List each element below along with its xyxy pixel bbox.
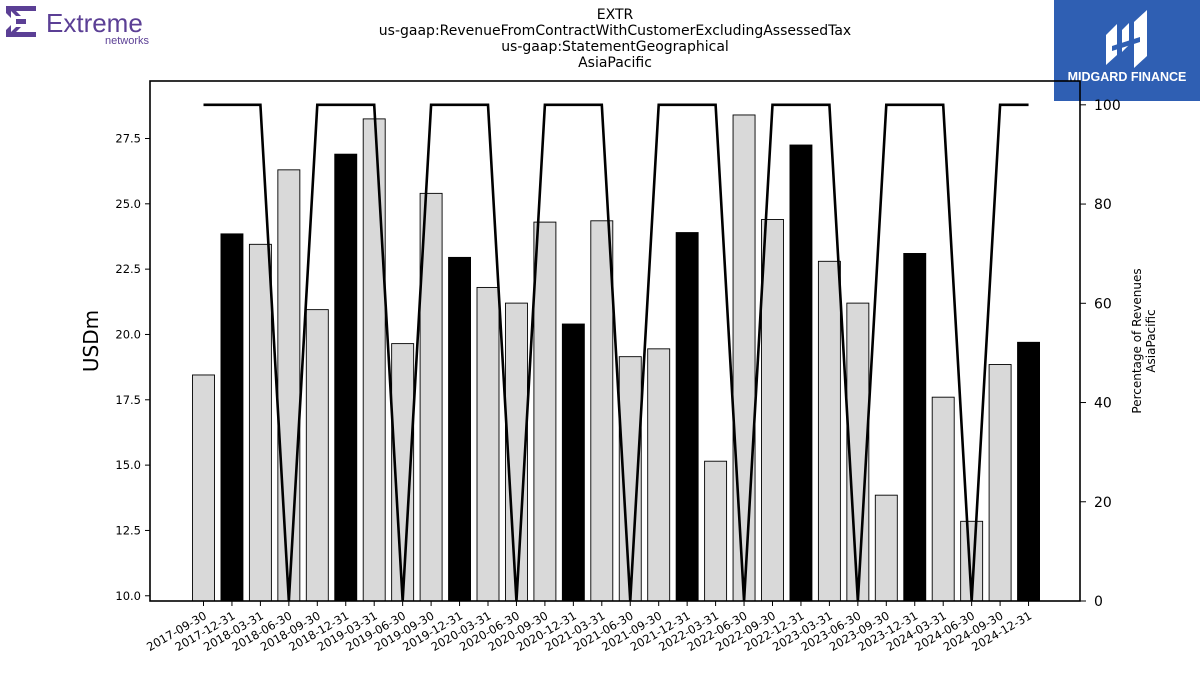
y-tick-label: 20.0 (115, 327, 141, 341)
bar-2021-09-30 (647, 348, 671, 602)
bar-2022-06-30 (732, 114, 756, 602)
bar-2019-03-31 (362, 118, 386, 602)
extreme-logo-wordmark: Extreme (46, 8, 143, 38)
title-line-segment: AsiaPacific (578, 55, 652, 71)
y2-axis-label-line: AsiaPacific (1144, 309, 1158, 372)
y2-tick-label: 60 (1094, 296, 1112, 312)
bar-2021-03-31 (590, 220, 614, 602)
bar-2022-09-30 (761, 219, 784, 602)
bar-2018-09-30 (305, 309, 329, 602)
bar-2020-03-31 (476, 286, 500, 602)
title-line-ticker: EXTR (596, 7, 634, 23)
bar-2024-12-31 (1017, 341, 1040, 602)
midgard-logo-wordmark: MIDGARD FINANCE (1068, 70, 1187, 84)
bar-2020-12-31 (561, 323, 585, 602)
y-tick-label: 10.0 (115, 589, 141, 603)
midgard-logo-mark-icon: MIDGARD FINANCE (1068, 10, 1187, 84)
midgard-finance-logo: MIDGARD FINANCE (1054, 0, 1200, 101)
extreme-logo-subtext: networks (105, 35, 150, 47)
y-tick-label: 15.0 (115, 458, 141, 472)
bar-2018-03-31 (248, 243, 272, 602)
bar-2017-12-31 (220, 233, 244, 602)
bar-2021-12-31 (675, 232, 699, 602)
y-tick-label: 17.5 (115, 393, 141, 407)
y-tick-label: 27.5 (115, 131, 141, 145)
percentage-line (203, 103, 1029, 602)
y-tick-label: 25.0 (115, 197, 141, 211)
bar-series (192, 114, 1040, 602)
y2-tick-label: 0 (1094, 594, 1103, 610)
title-line-concept: us-gaap:RevenueFromContractWithCustomerE… (378, 23, 852, 39)
bar-2024-03-31 (931, 396, 955, 602)
extreme-logo-mark-icon (6, 6, 36, 37)
bar-2018-06-30 (277, 169, 301, 602)
bar-2024-09-30 (988, 364, 1012, 602)
bar-2022-03-31 (704, 460, 728, 602)
bar-2023-03-31 (817, 260, 841, 602)
bar-2018-12-31 (334, 153, 358, 602)
bar-2019-12-31 (448, 256, 471, 602)
y-axis-label: USDm (79, 310, 103, 372)
bar-2023-09-30 (874, 494, 898, 602)
plot-frame (149, 80, 1081, 602)
y2-tick-label: 80 (1094, 197, 1112, 213)
y2-axis-label-line: Percentage of Revenues (1130, 268, 1144, 413)
extreme-networks-logo: Extreme networks (6, 6, 150, 47)
bar-2020-09-30 (533, 221, 557, 602)
y2-tick-label: 100 (1094, 98, 1121, 114)
title-line-statement: us-gaap:StatementGeographical (501, 39, 729, 55)
y2-tick-label: 40 (1094, 396, 1112, 412)
chart-title: EXTR us-gaap:RevenueFromContractWithCust… (300, 7, 930, 71)
y-tick-label: 12.5 (115, 523, 141, 537)
y-tick-label: 22.5 (115, 262, 141, 276)
bar-2017-09-30 (192, 374, 215, 602)
bar-2022-12-31 (789, 144, 813, 602)
bar-2023-12-31 (903, 253, 927, 602)
y2-tick-label: 20 (1094, 495, 1112, 511)
